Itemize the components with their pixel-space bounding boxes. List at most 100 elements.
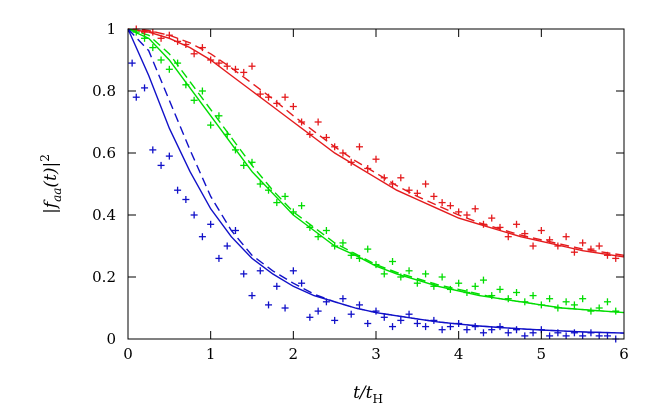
series-0-point [165, 31, 173, 39]
series-2-point [504, 329, 512, 337]
series-2-point [240, 270, 248, 278]
x-tick-label: 0 [123, 345, 133, 363]
series-1-point [298, 202, 306, 210]
series-0-point [579, 239, 587, 247]
series-2-point [521, 332, 529, 340]
series-2-point [364, 320, 372, 327]
series-0-point [603, 251, 611, 259]
series-1-point [372, 261, 380, 269]
series-0-point [422, 180, 430, 188]
series-1-point [190, 96, 198, 104]
series-1-point [546, 295, 554, 303]
series-2-point [256, 267, 264, 275]
y-axis-label: |faa(t)|2 [38, 154, 64, 214]
series-1-point [289, 208, 297, 216]
series-1-point [339, 239, 347, 247]
series-2-point [339, 295, 347, 303]
series-2-point [579, 332, 587, 340]
series-0-point [364, 165, 372, 172]
series-1-point [141, 34, 149, 42]
x-axis-label: t/tH [353, 383, 383, 406]
series-0-point [570, 248, 578, 256]
series-0-point [240, 68, 248, 76]
series-1-point [182, 81, 190, 89]
series-1-point [422, 270, 430, 278]
series-1-point [256, 180, 264, 188]
series-2-solid-fit [127, 28, 625, 334]
series-0-point [413, 189, 421, 197]
series-0-point [513, 220, 521, 228]
axis-ticks [127, 28, 625, 340]
fit-curves [127, 28, 625, 334]
series-0-point [521, 230, 529, 238]
series-2-point [389, 323, 397, 331]
series-0-point [504, 233, 512, 241]
series-1-point [446, 285, 454, 293]
series-1-point [231, 146, 239, 154]
series-0-point [231, 65, 239, 73]
series-2-point [265, 301, 273, 309]
series-0-point [430, 192, 438, 200]
series-0-point [347, 158, 355, 166]
series-2-point [298, 279, 306, 287]
series-0-point [198, 44, 206, 52]
series-0-point [537, 227, 545, 234]
series-2-point [529, 329, 537, 337]
series-0-point [256, 90, 264, 98]
series-1-point [488, 292, 496, 300]
series-2-point [513, 326, 521, 334]
y-tick-label: 1 [106, 20, 116, 38]
series-1-point [265, 186, 273, 194]
series-2-point [331, 316, 339, 324]
x-tick-label: 4 [454, 345, 464, 363]
series-2-point [190, 211, 198, 219]
series-0-point [141, 28, 149, 36]
series-2-point [132, 93, 140, 101]
series-1-point [455, 279, 463, 287]
series-0-point [595, 242, 603, 250]
series-0-point [281, 93, 289, 101]
series-1-point [496, 285, 504, 293]
x-tick-label: 3 [371, 345, 381, 363]
series-1-point [157, 56, 165, 64]
series-2-point [554, 329, 562, 337]
series-2-point [314, 307, 322, 315]
series-2-point [587, 329, 595, 337]
x-tick-label: 2 [289, 345, 299, 363]
series-0-point [339, 149, 347, 157]
series-0-point [587, 245, 595, 253]
series-1-point [463, 289, 471, 296]
series-2-point [488, 326, 496, 334]
y-tick-label: 0.4 [92, 206, 116, 224]
series-1-point [413, 279, 421, 287]
series-1-point [240, 161, 248, 169]
series-2-point [198, 233, 206, 241]
series-0-point [479, 220, 487, 228]
series-2-point [165, 152, 173, 160]
series-1-point [174, 59, 182, 67]
series-2-point [322, 298, 330, 306]
series-1-point [438, 273, 446, 281]
series-0-point [248, 62, 256, 70]
series-2-point [149, 146, 157, 154]
series-2-point [455, 320, 463, 327]
series-2-point [471, 323, 479, 331]
series-1-dashed-fit [127, 28, 625, 314]
x-tick-label: 1 [206, 345, 216, 363]
series-1-point [306, 223, 314, 231]
series-2-point [157, 161, 165, 169]
data-points [128, 25, 620, 343]
series-2-point [306, 313, 314, 321]
series-0-point [529, 242, 537, 250]
series-2-point [446, 323, 454, 331]
series-0-point [265, 93, 273, 101]
series-1-point [364, 245, 372, 253]
series-0-point [372, 155, 380, 163]
series-2-point [397, 316, 405, 324]
series-1-point [248, 158, 256, 166]
series-2-point [603, 332, 611, 340]
series-1-point [149, 44, 157, 52]
series-2-point [430, 316, 438, 324]
series-0-point [314, 118, 322, 126]
series-2-point [281, 304, 289, 312]
